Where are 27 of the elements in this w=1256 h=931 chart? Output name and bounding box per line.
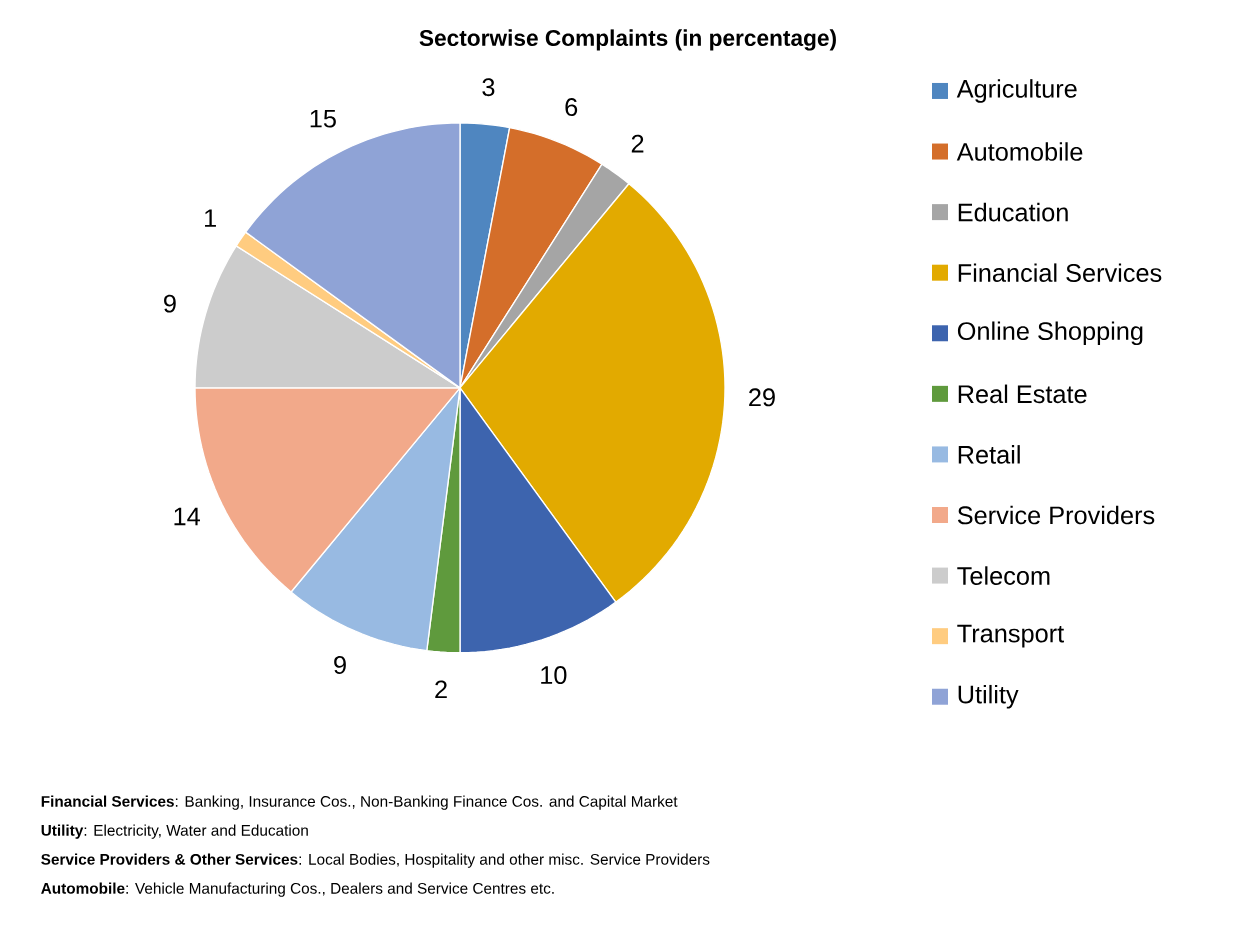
legend-label: Real Estate — [958, 384, 1087, 404]
legend-label: Education — [958, 202, 1068, 222]
data-label: 2 — [631, 134, 644, 153]
legend-label: Financial Services — [958, 263, 1162, 283]
text: Service Providers & Other Services: Local Bodies, Hospitality and other misc. Service Providers — [41, 853, 710, 868]
text: Financial Services: Banking, Insurance Cos., Non-Banking Finance Cos. and Capital Market — [41, 795, 678, 811]
legend-label: Telecom — [957, 566, 1050, 586]
data-label: 1 — [205, 209, 216, 227]
legend-label: Agriculture — [956, 79, 1077, 103]
legend-label: Automobile — [956, 142, 1083, 162]
legend-label: Retail — [958, 445, 1020, 464]
data-label: 6 — [565, 98, 578, 117]
data-label: 15 — [310, 110, 336, 128]
data-label: 29 — [749, 388, 775, 407]
data-label: 9 — [334, 656, 346, 675]
data-label: 14 — [174, 507, 200, 526]
data-label: 3 — [482, 78, 495, 97]
text: Utility: Electricity, Water and Education — [41, 824, 308, 840]
data-label: 2 — [435, 680, 447, 699]
legend-label: Utility — [958, 685, 1019, 709]
legend-label: Transport — [957, 625, 1064, 648]
legend-label: Online Shopping — [957, 321, 1143, 346]
data-label: 9 — [164, 294, 176, 313]
data-label: 10 — [541, 666, 567, 685]
legend-label: Service Providers — [957, 505, 1155, 525]
text: Automobile: Vehicle Manufacturing Cos., Dealers and Service Centres etc. — [41, 882, 554, 897]
chart-title: Sectorwise Complaints (in percentage) — [419, 29, 836, 51]
